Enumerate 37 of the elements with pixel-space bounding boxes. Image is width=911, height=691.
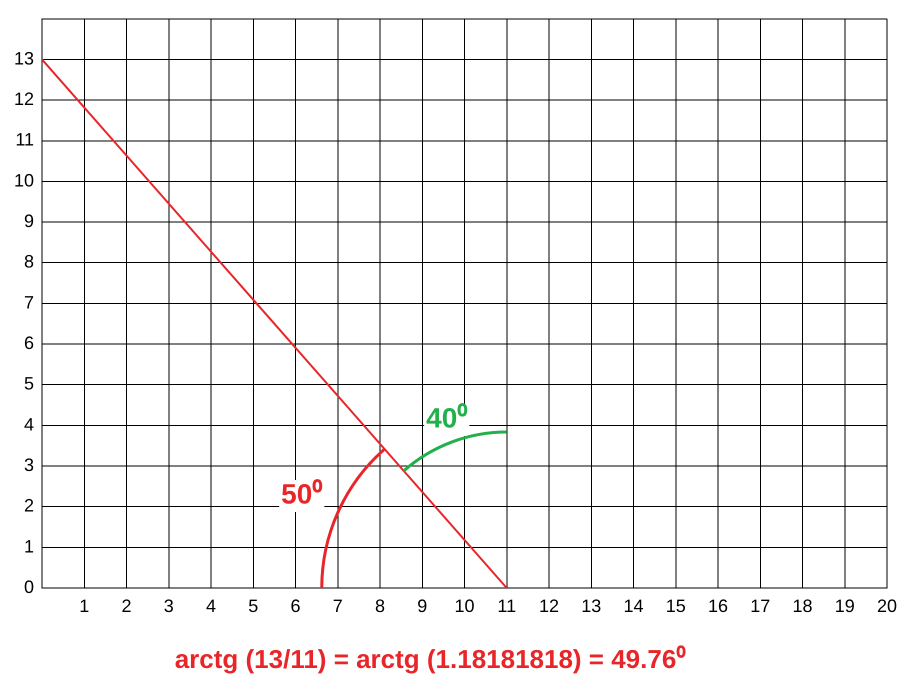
y-tick-label: 3 [24, 454, 34, 475]
annotation: 40⁰ [426, 402, 468, 434]
y-tick-label: 1 [24, 536, 34, 556]
x-tick-label: 19 [834, 596, 855, 616]
y-tick-label: 8 [24, 252, 34, 272]
x-tick-label: 11 [497, 596, 516, 616]
text: arctg (13/11) = arctg (1.18181818) = 49.76⁰ [174, 643, 686, 676]
x-tick-label: 14 [623, 596, 644, 616]
y-tick-label: 12 [14, 89, 34, 110]
y-tick-label: 0 [24, 576, 34, 597]
x-tick-label: 12 [538, 596, 560, 616]
x-tick-label: 4 [206, 596, 216, 616]
x-tick-label: 9 [417, 596, 428, 616]
x-tick-label: 3 [164, 596, 174, 616]
y-tick-label: 6 [24, 333, 34, 354]
x-tick-label: 10 [454, 596, 475, 616]
y-tick-label: 7 [24, 292, 34, 312]
y-tick-label: 13 [14, 48, 34, 68]
y-tick-label: 5 [24, 374, 34, 394]
x-tick-label: 15 [666, 596, 686, 616]
y-tick-label: 2 [24, 496, 34, 516]
x-tick-label: 7 [332, 596, 343, 616]
x-tick-label: 16 [708, 596, 728, 616]
x-tick-label: 5 [248, 596, 258, 616]
x-tick-label: 20 [876, 596, 898, 616]
y-tick-label: 11 [15, 130, 34, 150]
x-tick-label: 13 [581, 596, 602, 616]
x-tick-label: 1 [79, 596, 90, 616]
y-tick-label: 4 [24, 414, 34, 434]
y-tick-label: 9 [24, 211, 34, 232]
annotation: 50⁰ [281, 478, 322, 510]
x-tick-label: 6 [290, 596, 301, 616]
y-tick-label: 10 [14, 170, 34, 190]
x-tick-label: 18 [792, 596, 813, 616]
x-tick-label: 8 [374, 596, 386, 616]
x-tick-label: 2 [121, 596, 132, 616]
x-tick-label: 17 [750, 596, 770, 616]
